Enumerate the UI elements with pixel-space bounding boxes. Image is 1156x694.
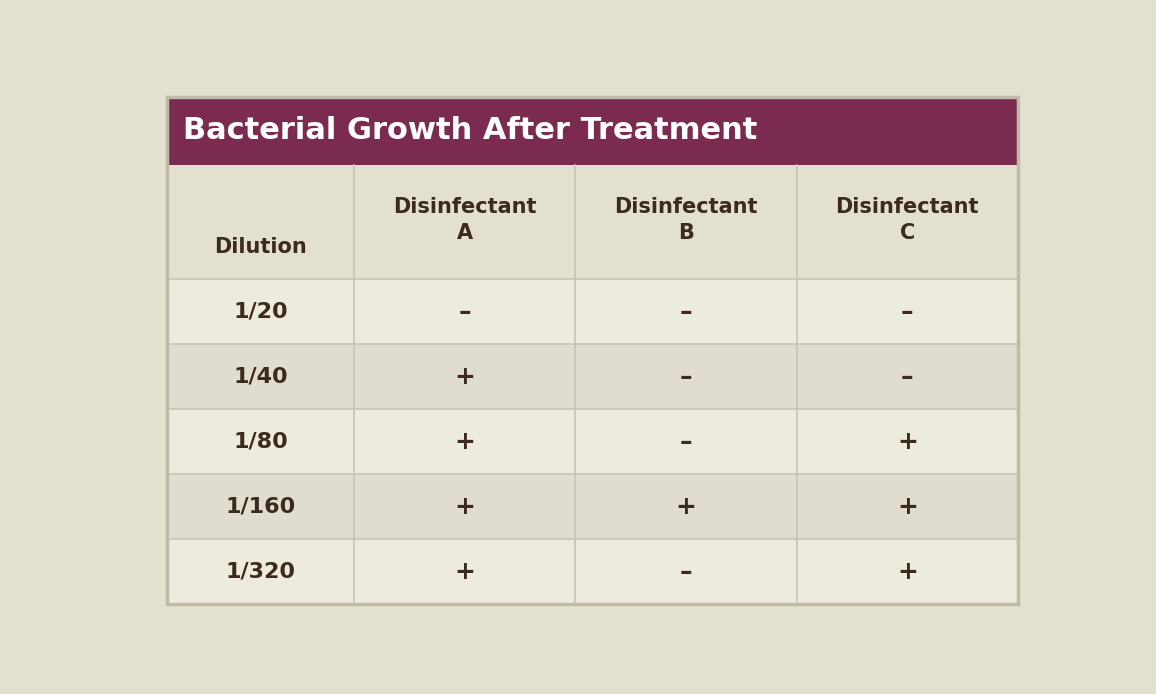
Text: –: – (680, 430, 692, 454)
Bar (166, 409, 1018, 474)
Bar (166, 539, 1018, 604)
Bar (166, 280, 1018, 344)
Text: 1/160: 1/160 (225, 497, 296, 517)
Text: +: + (454, 495, 475, 519)
Text: –: – (680, 365, 692, 389)
Text: Disinfectant
C: Disinfectant C (836, 197, 979, 243)
Text: Disinfectant
B: Disinfectant B (614, 197, 758, 243)
Text: Dilution: Dilution (214, 237, 306, 257)
Text: –: – (901, 300, 913, 324)
Text: +: + (897, 495, 918, 519)
Text: +: + (897, 560, 918, 584)
Text: Disinfectant
A: Disinfectant A (393, 197, 536, 243)
Text: +: + (897, 430, 918, 454)
Bar (166, 344, 1018, 409)
Text: +: + (675, 495, 697, 519)
Text: Bacterial Growth After Treatment: Bacterial Growth After Treatment (183, 117, 757, 146)
Bar (166, 165, 1018, 280)
Text: +: + (454, 560, 475, 584)
Bar (166, 474, 1018, 539)
Text: 1/320: 1/320 (225, 562, 296, 582)
Text: –: – (901, 365, 913, 389)
Text: 1/20: 1/20 (234, 302, 288, 322)
Text: +: + (454, 365, 475, 389)
Text: –: – (459, 300, 472, 324)
Text: –: – (680, 300, 692, 324)
Bar (166, 96, 1018, 165)
Text: 1/80: 1/80 (234, 432, 288, 452)
Text: 1/40: 1/40 (234, 367, 288, 387)
Text: –: – (680, 560, 692, 584)
Text: +: + (454, 430, 475, 454)
